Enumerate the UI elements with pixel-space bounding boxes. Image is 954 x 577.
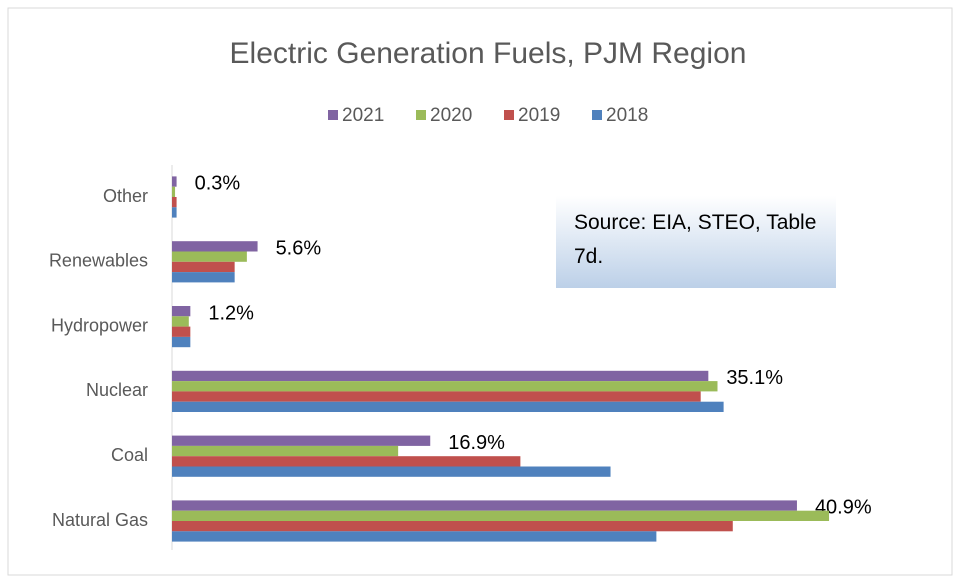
category-label: Natural Gas [52, 510, 148, 530]
bar [172, 186, 176, 197]
bar [172, 500, 797, 511]
category-label: Other [103, 186, 148, 206]
bar [172, 316, 189, 327]
data-label: 1.2% [208, 302, 254, 324]
bar [172, 207, 177, 218]
bar [172, 456, 521, 467]
legend-swatch [416, 110, 426, 120]
category-label: Nuclear [86, 380, 148, 400]
data-label: 40.9% [815, 497, 872, 519]
legend-label: 2020 [430, 105, 472, 126]
legend-swatch [592, 110, 602, 120]
legend-swatch [328, 110, 338, 120]
chart-title: Electric Generation Fuels, PJM Region [230, 37, 747, 70]
bar [172, 391, 701, 402]
bar [172, 531, 657, 542]
data-label: 5.6% [276, 237, 322, 259]
bar [172, 445, 399, 457]
category-label: Hydropower [51, 315, 148, 335]
bar [172, 336, 191, 348]
legend-swatch [504, 110, 514, 120]
bar [172, 306, 191, 317]
data-label: 35.1% [726, 367, 783, 389]
bar [172, 521, 733, 532]
bar [172, 272, 235, 283]
bar [172, 241, 258, 252]
bar [172, 435, 431, 446]
bar [172, 197, 177, 208]
bar [172, 466, 611, 477]
bar [172, 176, 177, 187]
data-label: 0.3% [195, 173, 241, 195]
bar [172, 251, 247, 262]
bar [172, 401, 724, 412]
legend-label: 2019 [518, 105, 560, 126]
legend-label: 2018 [606, 105, 648, 126]
bar [172, 510, 830, 521]
legend-label: 2021 [342, 105, 384, 126]
category-label: Renewables [49, 251, 148, 271]
bar [172, 326, 191, 337]
category-label: Coal [111, 445, 148, 465]
bar [172, 381, 718, 392]
data-label: 16.9% [448, 432, 505, 454]
chart-border [7, 7, 953, 576]
annotation: Source: EIA, STEO, Table 7d. [556, 196, 836, 288]
bar [172, 370, 709, 382]
bar [172, 261, 235, 273]
